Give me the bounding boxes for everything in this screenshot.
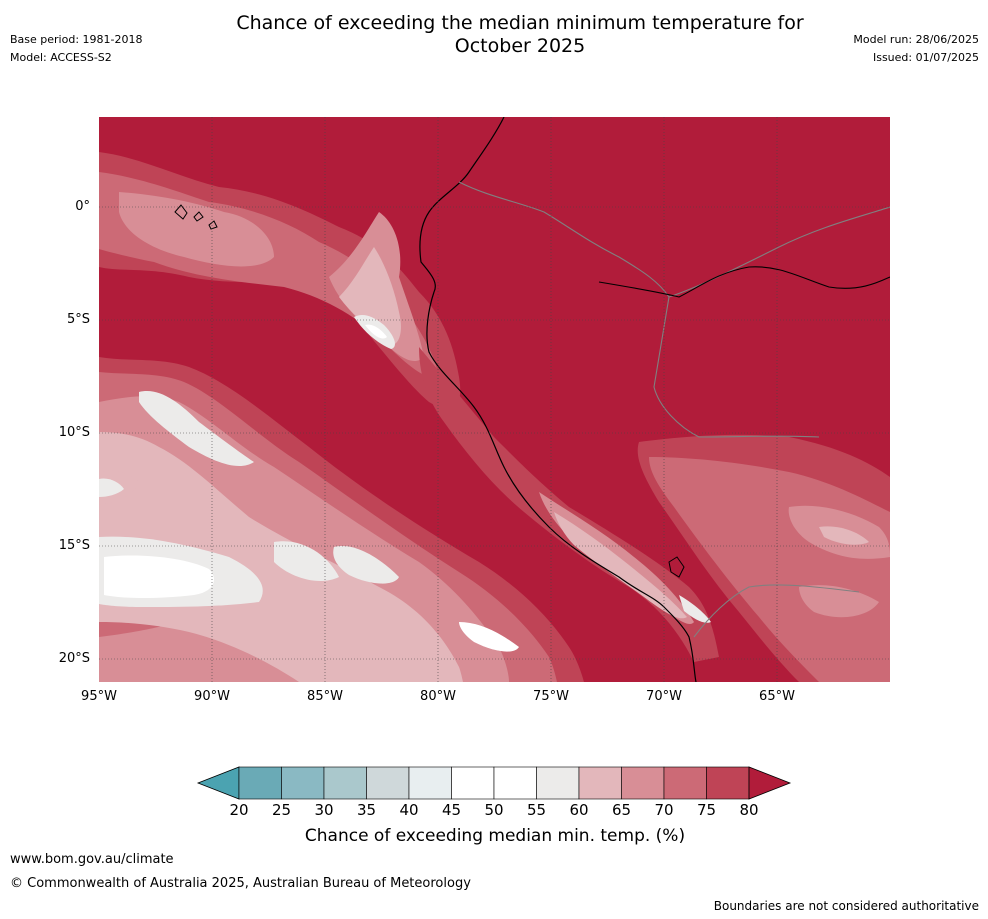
colorbar-swatch [408, 766, 452, 800]
footer-disclaimer: Boundaries are not considered authoritat… [713, 899, 979, 913]
colorbar-tick-label: 30 [314, 801, 334, 819]
lon-label-75w: 75°W [533, 689, 569, 704]
colorbar-tick-label: 65 [611, 801, 632, 819]
colorbar-over-arrow [748, 766, 792, 800]
contour-55-coast [679, 595, 711, 623]
galapagos-islands [174, 204, 218, 230]
colorbar-tick-label: 35 [356, 801, 377, 819]
colorbar-swatch [366, 766, 410, 800]
lake-titicaca [668, 556, 685, 578]
base-period-text: Base period: 1981-2018 [10, 33, 143, 46]
contour-65-east-2 [799, 585, 879, 618]
colorbar-swatch [238, 766, 282, 800]
colorbar-swatch [621, 766, 665, 800]
colorbar-tick-label: 70 [654, 801, 674, 819]
lat-label-10s: 10°S [58, 425, 90, 440]
map-title: Chance of exceeding the median minimum t… [170, 12, 870, 58]
colorbar-swatch [323, 766, 367, 800]
colorbar-tick-label: 20 [229, 801, 249, 819]
colorbar-tick-label: 40 [399, 801, 419, 819]
model-run-text: Model run: 28/06/2025 [853, 33, 979, 46]
amazon-river [598, 266, 890, 298]
map-gridlines [99, 117, 890, 682]
colorbar-tick-label: 25 [271, 801, 292, 819]
lat-label-5s: 5°S [66, 312, 90, 327]
lat-label-20s: 20°S [58, 651, 90, 666]
colorbar-tick-label: 45 [441, 801, 462, 819]
colorbar-tick-label: 60 [569, 801, 589, 819]
forecast-map [99, 117, 890, 682]
contour-55-centre [274, 541, 339, 582]
colorbar-label: Chance of exceeding median min. temp. (%… [304, 826, 686, 846]
contour-60-coast-north [339, 247, 401, 346]
contour-55-south-3 [333, 546, 399, 584]
model-text: Model: ACCESS-S2 [10, 51, 112, 64]
colorbar-swatch [281, 766, 325, 800]
contour-50-coast-north [365, 324, 387, 339]
lat-label-0: 0° [75, 199, 90, 214]
colorbar-swatch [578, 766, 622, 800]
colorbar-swatch [493, 766, 537, 800]
map-svg [99, 117, 890, 682]
lon-label-80w: 80°W [420, 689, 456, 704]
contour-50-south-3 [459, 622, 519, 652]
colorbar-svg [196, 766, 792, 800]
colorbar-swatch [536, 766, 580, 800]
lon-label-85w: 85°W [307, 689, 343, 704]
colorbar-tick-label: 80 [739, 801, 759, 819]
lon-label-90w: 90°W [194, 689, 230, 704]
lon-label-70w: 70°W [646, 689, 682, 704]
contour-50-south [104, 555, 214, 598]
footer-copyright: © Commonwealth of Australia 2025, Austra… [10, 876, 471, 891]
title-line-1: Chance of exceeding the median minimum t… [236, 12, 804, 34]
colorbar-tick-label: 75 [696, 801, 717, 819]
lon-label-65w: 65°W [759, 689, 795, 704]
contour-65-north [119, 192, 274, 267]
footer-url: www.bom.gov.au/climate [10, 852, 174, 867]
colorbar-tick-label: 50 [484, 801, 504, 819]
colorbar [196, 766, 792, 800]
contour-60-coast [554, 512, 687, 619]
lat-label-15s: 15°S [58, 538, 90, 553]
lon-label-95w: 95°W [81, 689, 117, 704]
country-borders [458, 181, 890, 638]
colorbar-swatch [663, 766, 707, 800]
colorbar-under-arrow [196, 766, 240, 800]
colorbar-swatch [706, 766, 750, 800]
contour-60-east [819, 526, 869, 545]
contour-55-west-edge [99, 478, 124, 497]
contour-55-south [139, 391, 254, 467]
title-line-2: October 2025 [454, 35, 586, 57]
colorbar-tick-label: 55 [526, 801, 547, 819]
colorbar-swatch [451, 766, 495, 800]
issued-text: Issued: 01/07/2025 [872, 51, 979, 64]
